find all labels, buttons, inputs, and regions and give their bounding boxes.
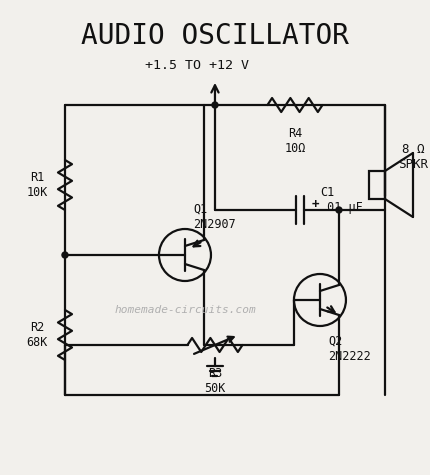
Text: C1
.01 μF: C1 .01 μF <box>319 186 362 214</box>
Text: Q2
2N2222: Q2 2N2222 <box>327 335 370 363</box>
Text: 8 Ω
SPKR: 8 Ω SPKR <box>397 143 427 171</box>
Text: R2
68K: R2 68K <box>26 321 48 349</box>
Text: Q1
2N2907: Q1 2N2907 <box>193 203 235 231</box>
Text: homemade-circuits.com: homemade-circuits.com <box>114 305 255 315</box>
Circle shape <box>62 252 68 258</box>
Text: +: + <box>311 198 319 210</box>
Text: AUDIO OSCILLATOR: AUDIO OSCILLATOR <box>81 22 348 50</box>
Text: +1.5 TO +12 V: +1.5 TO +12 V <box>144 58 249 72</box>
Circle shape <box>335 207 341 213</box>
Text: R4
10Ω: R4 10Ω <box>284 127 305 155</box>
Circle shape <box>212 102 218 108</box>
Text: R3
50K: R3 50K <box>204 367 225 395</box>
Text: R1
10K: R1 10K <box>26 171 48 199</box>
Bar <box>368 171 384 199</box>
